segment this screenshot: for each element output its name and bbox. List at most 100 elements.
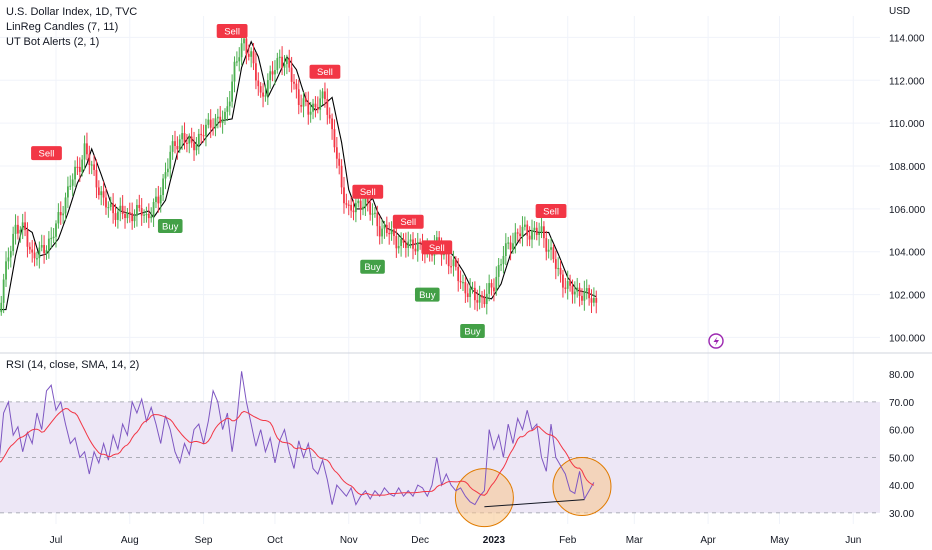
candle-body (359, 200, 362, 210)
sell-signal-label: Sell (317, 67, 333, 78)
candle-body (352, 210, 355, 213)
candle-body (224, 111, 226, 119)
candle-body (102, 191, 105, 198)
candle-body (414, 248, 417, 252)
candle-body (240, 43, 243, 58)
rsi-moving-average-line (0, 407, 595, 496)
time-tick-label: Sep (195, 535, 213, 546)
candle-body (478, 295, 481, 303)
candle-body (114, 213, 117, 220)
candle-body (193, 142, 195, 151)
candle-body (176, 145, 179, 150)
candle-body (385, 224, 388, 233)
sell-signal-label-bg (535, 204, 567, 218)
price-axis: 114.000 112.000 110.000 108.000 106.000 104.0… (889, 33, 926, 344)
candle-body (21, 222, 24, 230)
candle-body (302, 98, 305, 107)
candle-body (93, 164, 95, 170)
price-tick-label: 108.000 (889, 162, 926, 173)
candle-body (69, 185, 72, 187)
candle-body (255, 63, 257, 81)
candle-body (347, 204, 350, 206)
divergence-circle (454, 468, 514, 528)
sell-signal-label: Sell (39, 149, 55, 160)
candle-body (381, 228, 383, 237)
time-tick-label: Nov (340, 535, 358, 546)
candle-body (476, 300, 479, 303)
candle-body (36, 258, 38, 260)
candle-body (195, 144, 198, 151)
candle-body (2, 279, 5, 303)
candle-body (326, 99, 329, 115)
candle-body (471, 287, 474, 290)
rsi-tick-label: 40.00 (889, 481, 914, 492)
linreg-legend: LinReg Candles (7, 11) (6, 21, 119, 33)
candle-body (112, 203, 115, 214)
candle-body (297, 89, 300, 105)
rsi-line (0, 371, 595, 506)
candle-body (473, 287, 476, 301)
candle-body (288, 58, 291, 68)
candle-body (566, 281, 569, 289)
candle-body (333, 129, 336, 148)
sell-signal-label: Sell (360, 187, 376, 198)
candle-body (105, 197, 107, 208)
candle-body (128, 212, 131, 214)
candle-body (335, 147, 338, 159)
lightning-bolt-icon[interactable] (708, 333, 724, 349)
candle-body (202, 135, 205, 137)
price-tick-label: 112.000 (889, 76, 925, 87)
candle-body (209, 119, 212, 128)
candle-body (592, 297, 595, 303)
candle-body (554, 259, 557, 269)
candle-body (243, 38, 245, 44)
buy-signal-label-bg (360, 259, 385, 274)
candle-body (228, 101, 231, 107)
sell-signal-label-bg (421, 240, 453, 255)
candle-body (412, 239, 414, 249)
candle-body (147, 213, 150, 219)
time-axis: Jul Aug Sep Oct Nov Dec 2023 Feb Mar Apr May Jun (50, 535, 862, 546)
candle-body (186, 142, 188, 144)
candle-body (321, 91, 324, 99)
candle-body (131, 213, 134, 222)
candle-body (57, 212, 60, 224)
candle-body (533, 227, 536, 231)
candle-body (164, 172, 167, 179)
candle-body (545, 238, 548, 252)
candle-body (293, 81, 295, 84)
candle-body (171, 141, 174, 152)
candle-body (457, 266, 460, 282)
candle-body (78, 166, 81, 172)
sell-signal-label-bg (392, 214, 424, 229)
candle-body (316, 107, 319, 110)
candle-body (7, 257, 10, 262)
buy-signal-label: Buy (464, 327, 481, 338)
candle-body (447, 254, 450, 267)
candle-body (86, 143, 88, 155)
candle-body (573, 291, 576, 295)
candle-body (576, 287, 579, 292)
candle-body (305, 98, 307, 102)
candle-body (585, 288, 588, 292)
sell-signal-label-bg (309, 64, 341, 79)
candle-body (488, 283, 491, 294)
candle-body (528, 235, 531, 240)
rsi-tick-label: 60.00 (889, 426, 914, 437)
buy-signal-label-bg (460, 324, 485, 338)
candle-body (531, 230, 533, 240)
buy-signal-label: Buy (364, 262, 381, 273)
candle-body (388, 232, 391, 235)
candle-body (540, 226, 543, 233)
candle-body (345, 203, 348, 205)
time-tick-label: Mar (626, 535, 644, 546)
candle-body (547, 249, 550, 252)
time-tick-label: Oct (267, 535, 283, 546)
candle-body (212, 127, 214, 129)
price-tick-label: 104.000 (889, 248, 926, 259)
candle-body (519, 233, 521, 237)
candle-body (266, 80, 269, 96)
candle-body (578, 287, 581, 296)
candle-body (314, 103, 317, 108)
candle-body (374, 212, 376, 214)
